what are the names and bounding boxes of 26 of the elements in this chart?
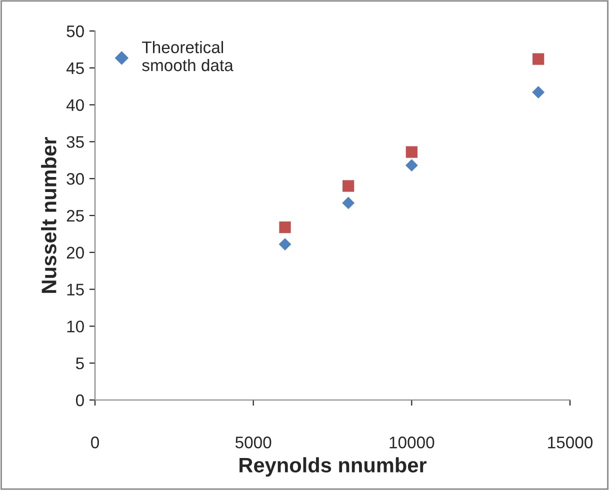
y-tick-label: 40 xyxy=(66,99,84,112)
y-tick-label: 25 xyxy=(66,210,84,222)
y-tick-label: 20 xyxy=(66,246,84,259)
point xyxy=(405,159,418,172)
point xyxy=(532,53,544,65)
x-tick-label: 15000 xyxy=(548,436,593,448)
point xyxy=(342,180,354,192)
x-tick-label: 5000 xyxy=(235,436,272,448)
y-tick-label: 0 xyxy=(76,394,84,406)
x-axis-title: Reynolds nnumber xyxy=(240,457,427,477)
y-tick-label: 30 xyxy=(66,173,84,185)
y-tick-label: 15 xyxy=(67,284,84,296)
point xyxy=(406,146,418,158)
legend-label: Theoretical smooth data xyxy=(142,41,234,72)
point xyxy=(342,196,355,210)
point xyxy=(532,86,545,98)
point xyxy=(278,238,292,250)
x-tick-label: 10000 xyxy=(390,436,434,448)
point xyxy=(279,222,291,234)
y-tick-label: 10 xyxy=(67,320,84,332)
y-axis-title: Nusselt number xyxy=(41,137,56,293)
y-tick-label: 50 xyxy=(66,25,84,38)
x-tick-label: 0 xyxy=(91,436,99,448)
y-tick-label: 35 xyxy=(66,136,84,148)
y-tick-label: 45 xyxy=(66,62,84,74)
y-tick-label: 5 xyxy=(76,358,84,370)
